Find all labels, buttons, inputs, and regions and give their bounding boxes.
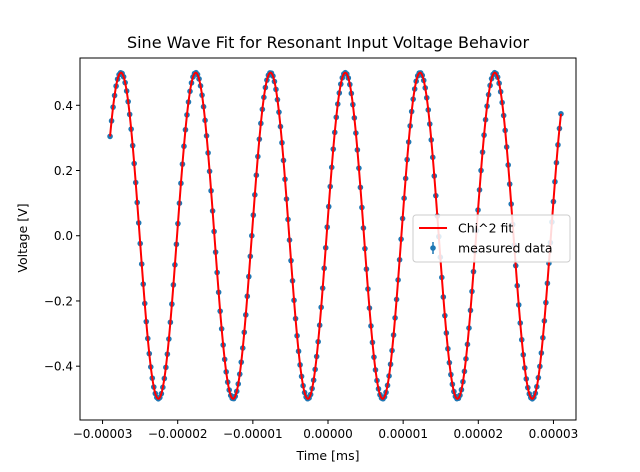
- x-tick-label: 0.00001: [378, 427, 428, 441]
- x-tick-label: 0.00003: [529, 427, 579, 441]
- y-tick-label: 0.0: [54, 229, 73, 243]
- y-tick-label: 0.4: [54, 99, 73, 113]
- x-tick-label: 0.00000: [303, 427, 353, 441]
- x-axis: −0.00003 −0.00002 −0.00001 0.00000 0.00001 0.…: [73, 420, 579, 441]
- x-tick-label: −0.00002: [148, 427, 208, 441]
- y-tick-label: 0.2: [54, 164, 73, 178]
- x-axis-title: Time [ms]: [295, 448, 359, 463]
- data-point: [558, 111, 564, 117]
- y-axis-title: Voltage [V]: [15, 203, 30, 272]
- y-axis: −0.4 −0.2 0.0 0.2 0.4: [44, 99, 80, 374]
- legend-box: [412, 214, 571, 263]
- fit-line: [109, 71, 562, 400]
- legend-data-marker-swatch: [430, 245, 436, 251]
- x-tick-label: −0.00001: [223, 427, 283, 441]
- plot-marks: [107, 69, 564, 402]
- x-tick-label: −0.00003: [73, 427, 133, 441]
- legend-data-label: measured data: [458, 241, 553, 256]
- plot-area: [79, 57, 577, 421]
- y-tick-label: −0.4: [44, 360, 73, 374]
- y-tick-label: −0.2: [44, 294, 73, 308]
- legend: Chi^2 fit measured data: [412, 214, 571, 263]
- chart-title: Sine Wave Fit for Resonant Input Voltage…: [127, 33, 530, 52]
- x-tick-label: 0.00002: [453, 427, 503, 441]
- legend-fit-label: Chi^2 fit: [458, 221, 513, 236]
